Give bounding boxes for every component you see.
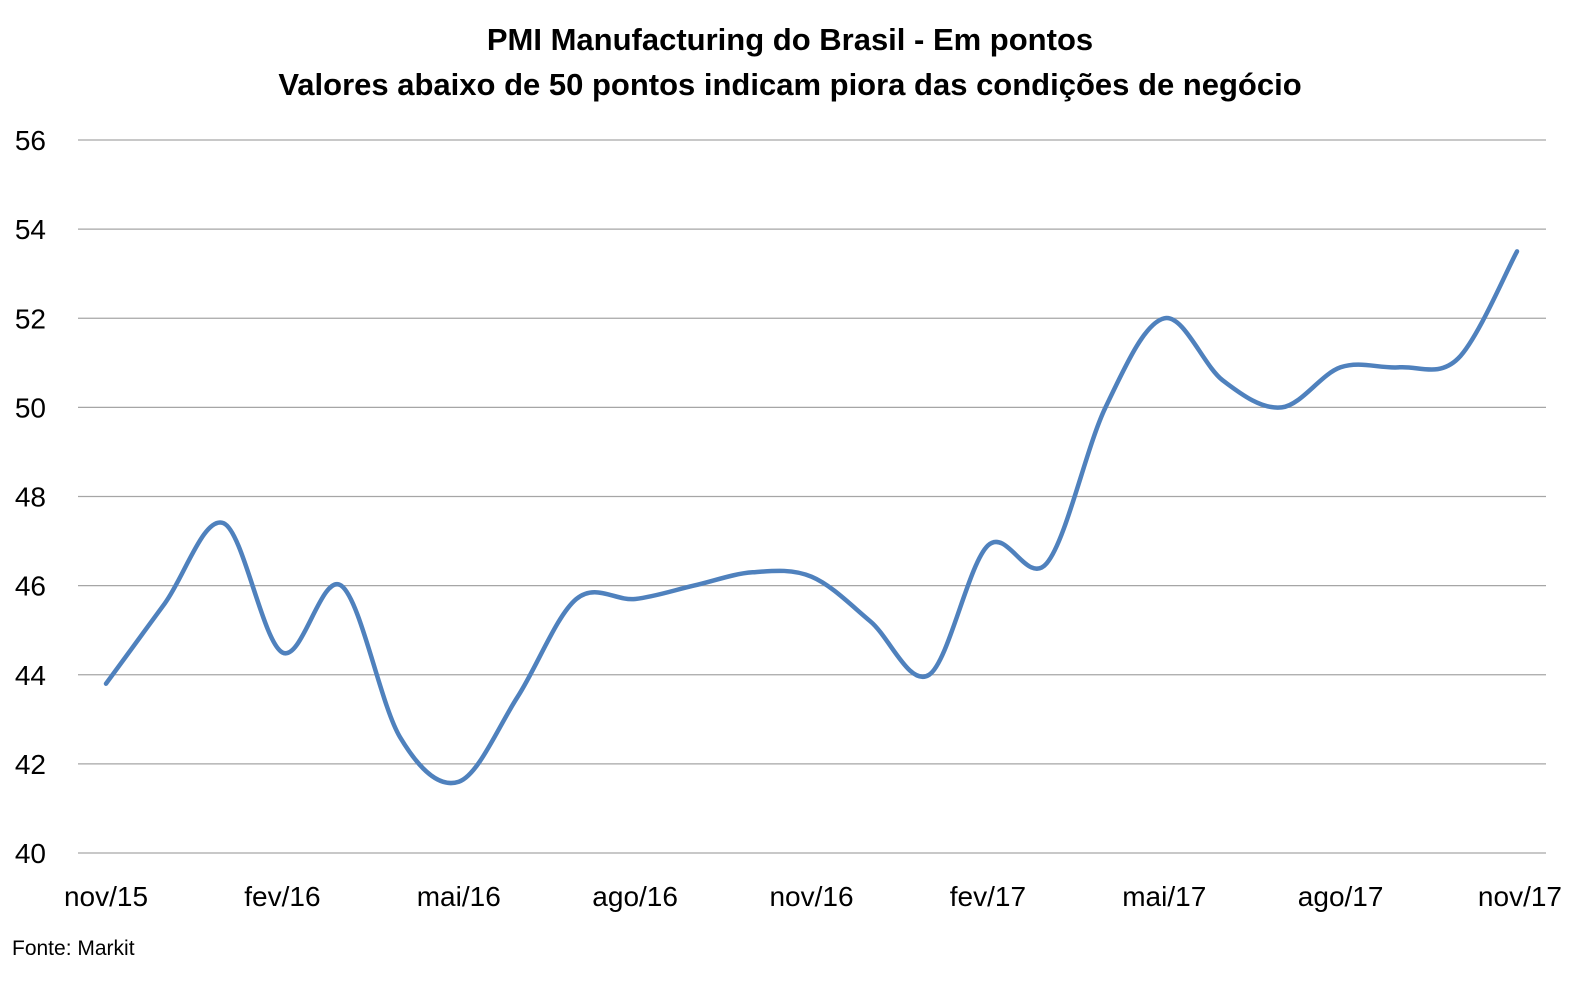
- chart-subtitle: Valores abaixo de 50 pontos indicam pior…: [278, 67, 1302, 102]
- y-axis: 40 42 44 46 48 50 52 54 56: [15, 125, 46, 869]
- y-tick-label: 56: [15, 125, 46, 156]
- x-axis: nov/15 fev/16 mai/16 ago/16 nov/16 fev/17 mai/…: [64, 881, 1562, 912]
- x-tick-label: nov/17: [1478, 881, 1562, 912]
- x-tick-label: fev/17: [950, 881, 1026, 912]
- x-tick-label: nov/15: [64, 881, 148, 912]
- y-tick-label: 50: [15, 392, 46, 423]
- y-tick-label: 54: [15, 214, 46, 245]
- y-tick-label: 42: [15, 749, 46, 780]
- x-tick-label: mai/17: [1122, 881, 1206, 912]
- x-tick-label: fev/16: [244, 881, 320, 912]
- x-tick-label: ago/17: [1298, 881, 1384, 912]
- y-tick-label: 40: [15, 838, 46, 869]
- chart-title: PMI Manufacturing do Brasil - Em pontos: [486, 22, 1094, 57]
- x-tick-label: ago/16: [592, 881, 678, 912]
- series-layer: [103, 249, 1520, 786]
- y-tick-label: 52: [15, 303, 46, 334]
- gridlines: [78, 139, 1546, 854]
- y-tick-label: 44: [15, 660, 46, 691]
- source-note: Fonte: Markit: [12, 937, 135, 960]
- y-tick-label: 48: [15, 482, 46, 513]
- series-line-0: [103, 249, 1520, 786]
- x-tick-label: mai/16: [417, 881, 501, 912]
- y-tick-label: 46: [15, 571, 46, 602]
- x-tick-label: nov/16: [769, 881, 853, 912]
